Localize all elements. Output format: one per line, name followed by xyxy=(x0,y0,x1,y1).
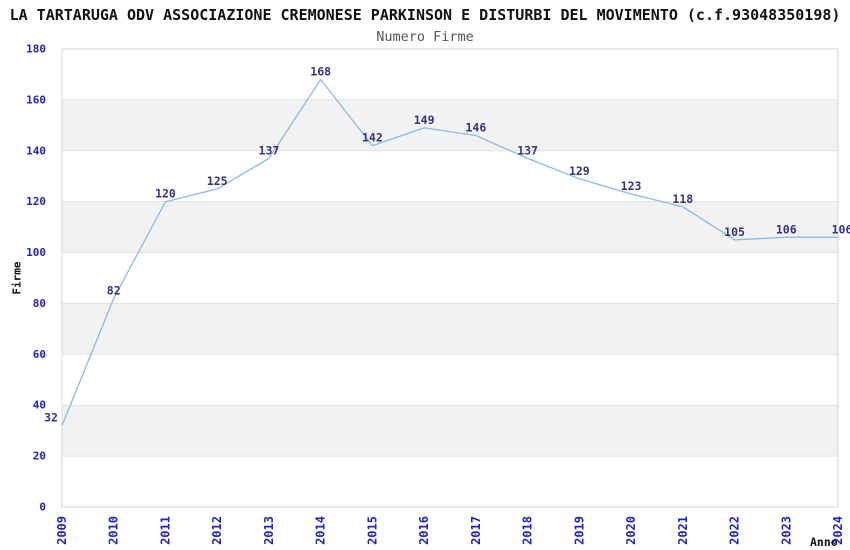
x-tick-label: 2024 xyxy=(831,516,845,545)
y-tick-label: 180 xyxy=(26,43,46,56)
data-point-label: 146 xyxy=(465,121,486,135)
x-axis-label: Anno xyxy=(810,535,838,549)
plot-border xyxy=(61,48,839,508)
plot-band xyxy=(62,99,838,151)
data-point-label: 106 xyxy=(832,222,850,236)
chart-subtitle: Numero Firme xyxy=(376,29,474,45)
data-point-label: 82 xyxy=(107,283,121,297)
x-tick-label: 2017 xyxy=(469,516,483,545)
x-tick-label: 2015 xyxy=(365,516,379,545)
plot-band xyxy=(62,201,838,253)
x-tick-label: 2009 xyxy=(55,516,69,545)
chart-title: LA TARTARUGA ODV ASSOCIAZIONE CREMONESE … xyxy=(9,6,841,24)
data-point-label: 120 xyxy=(155,187,176,201)
y-tick-label: 160 xyxy=(26,93,46,106)
data-point-label: 106 xyxy=(776,222,797,236)
x-tick-label: 2016 xyxy=(417,516,431,545)
y-tick-label: 80 xyxy=(33,297,46,310)
data-point-label: 105 xyxy=(724,225,745,239)
data-point-label: 32 xyxy=(44,411,58,425)
plot-band xyxy=(62,405,838,457)
x-tick-label: 2011 xyxy=(158,516,172,545)
x-tick-label: 2014 xyxy=(314,516,328,545)
y-tick-label: 100 xyxy=(26,246,46,259)
y-tick-label: 40 xyxy=(33,399,46,412)
data-point-label: 129 xyxy=(569,164,590,178)
data-point-label: 137 xyxy=(259,143,280,157)
data-point-label: 149 xyxy=(414,113,435,127)
data-point-label: 118 xyxy=(672,192,693,206)
x-tick-label: 2012 xyxy=(210,516,224,545)
data-point-label: 137 xyxy=(517,143,538,157)
data-point-label: 142 xyxy=(362,131,383,145)
series-line xyxy=(61,78,838,426)
data-point-label: 168 xyxy=(310,65,331,79)
x-tick-label: 2020 xyxy=(624,516,638,545)
y-tick-label: 140 xyxy=(26,144,46,157)
y-tick-label: 60 xyxy=(33,348,46,361)
x-tick-label: 2019 xyxy=(572,516,586,545)
plot-band xyxy=(62,303,838,355)
y-tick-label: 120 xyxy=(26,195,46,208)
y-tick-label: 0 xyxy=(39,501,46,514)
x-tick-label: 2013 xyxy=(262,516,276,545)
x-tick-label: 2023 xyxy=(779,516,793,545)
data-point-label: 123 xyxy=(621,179,642,193)
y-tick-label: 20 xyxy=(33,450,46,463)
data-point-label: 125 xyxy=(207,174,228,188)
x-tick-label: 2022 xyxy=(728,516,742,545)
x-tick-label: 2010 xyxy=(107,516,121,545)
x-tick-label: 2018 xyxy=(521,516,535,545)
x-tick-label: 2021 xyxy=(676,516,690,545)
